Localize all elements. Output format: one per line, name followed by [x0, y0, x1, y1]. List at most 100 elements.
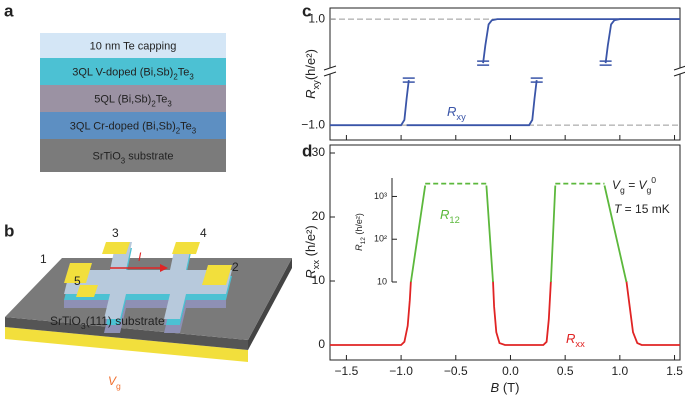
text-part: (T)	[499, 380, 519, 395]
y-tick-label: 10	[377, 276, 387, 286]
substrate-edge	[248, 258, 292, 350]
contact	[76, 285, 98, 297]
x-tick-label: −1.0	[389, 364, 413, 378]
axis-break	[674, 68, 685, 74]
x-tick-label: 0.0	[502, 364, 519, 378]
current-label: I	[138, 250, 142, 264]
text-part: 3	[192, 126, 197, 135]
text-part: = 15 mK	[621, 202, 669, 216]
text-part: xy	[456, 112, 466, 122]
gate-label: Vg	[108, 374, 121, 391]
x-tick-label: −1.5	[335, 364, 359, 378]
x-tick-label: 1.0	[612, 364, 629, 378]
device: 1 2 3 4 5 I SrTiO3(111) substrate Vg	[5, 226, 292, 391]
y-tick-label: 30	[312, 145, 326, 159]
text-part: V	[108, 374, 117, 388]
y-tick-label: −1.0	[301, 117, 325, 131]
substrate-label: SrTiO3(111) substrate	[50, 314, 165, 331]
contact-label: 4	[200, 226, 207, 240]
text-part: 12	[449, 215, 459, 225]
current-arrow	[160, 264, 168, 272]
text-part: g	[116, 381, 121, 391]
axis-break	[673, 71, 685, 77]
text-part: R	[303, 90, 318, 99]
text-part: 3QL Cr-doped (Bi,Sb)	[70, 120, 176, 132]
contact	[202, 265, 232, 285]
panel-label: d	[302, 141, 312, 160]
layer	[40, 85, 226, 112]
y-tick-label: 10	[312, 273, 326, 287]
text-part: (h/e²)	[303, 49, 318, 80]
contact-label: 3	[112, 226, 119, 240]
layer	[40, 33, 226, 58]
y-axis-label: Rxy(h/e²)	[303, 49, 321, 99]
text-part: g	[647, 185, 652, 195]
text-part: xy	[311, 80, 321, 90]
layer-label: 3QL V-doped (Bi,Sb)2Te3	[72, 66, 194, 81]
text-part: 12	[360, 237, 367, 245]
text-part: 0	[651, 175, 656, 185]
contact-label: 2	[232, 260, 239, 274]
panel-label: a	[4, 1, 14, 20]
hall-bar	[64, 242, 232, 319]
text-part: Te	[178, 66, 190, 78]
layer	[40, 139, 226, 172]
axis-break	[323, 71, 337, 77]
axis-break	[324, 68, 336, 74]
text-part: R	[354, 244, 364, 251]
text-part: 3	[81, 321, 86, 331]
layer-label: SrTiO3 substrate	[92, 150, 173, 165]
text-part: (h/e²)	[354, 213, 364, 237]
layer	[40, 112, 226, 139]
text-part: (h/e²)	[303, 225, 318, 260]
panel-label: b	[4, 221, 14, 240]
layer-label: 3QL Cr-doped (Bi,Sb)2Te3	[70, 120, 197, 135]
text-part: R	[303, 269, 318, 278]
text-part: (111) substrate	[86, 314, 165, 328]
data-line	[604, 18, 680, 64]
contact	[64, 263, 92, 283]
series-label: R12	[440, 207, 460, 225]
panel-label: c	[302, 1, 311, 20]
text-part: = V	[625, 178, 648, 192]
y-tick-label: 10³	[374, 191, 387, 201]
annotation: T = 15 mK	[614, 202, 670, 216]
text-part: 3	[167, 99, 172, 108]
text-part: 2	[176, 126, 180, 135]
x-tick-label: 0.5	[557, 364, 574, 378]
text-part: V	[612, 178, 621, 192]
text-part: Te	[180, 120, 192, 132]
inset-y-label: R12 (h/e²)	[354, 213, 367, 251]
text-part: 3	[121, 156, 126, 165]
annotation: Vg = Vg0	[612, 175, 656, 195]
text-part: T	[614, 202, 623, 216]
contact	[102, 242, 130, 254]
layer-label: 5QL (Bi,Sb)2Te3	[94, 93, 172, 108]
text-part: SrTiO	[50, 314, 81, 328]
text-part: Te	[156, 93, 168, 105]
substrate-edge	[5, 317, 248, 350]
text-part: xx	[575, 339, 585, 349]
text-part: B	[491, 380, 500, 395]
layer-label: 10 nm Te capping	[90, 40, 177, 52]
y-tick-label: 1.0	[308, 11, 325, 25]
series-label: Rxy	[447, 104, 466, 122]
x-axis-label: B (T)	[491, 380, 520, 395]
axis-break	[323, 65, 337, 71]
data-line	[482, 18, 680, 64]
hall-bar-side	[64, 300, 226, 333]
y-axis-label: Rxx (h/e²)	[303, 225, 321, 278]
data-line	[410, 185, 628, 283]
y-tick-label: 10²	[374, 234, 387, 244]
data-line	[406, 79, 538, 127]
text-part: SrTiO	[92, 150, 121, 162]
data-line	[330, 79, 410, 127]
text-part: xx	[311, 260, 321, 270]
contact-label: 5	[74, 274, 81, 288]
x-tick-label: −0.5	[444, 364, 468, 378]
text-part: 2	[173, 72, 177, 81]
text-part: R	[566, 331, 575, 346]
y-tick-label: 20	[312, 209, 326, 223]
plot-frame	[329, 144, 681, 361]
layer	[40, 58, 226, 85]
